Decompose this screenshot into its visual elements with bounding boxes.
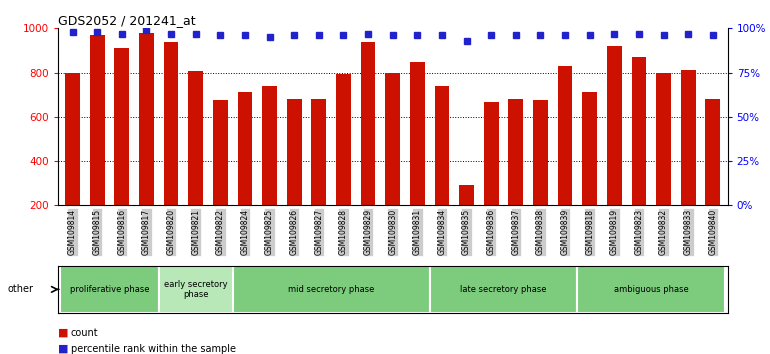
Text: GSM109840: GSM109840 — [708, 209, 718, 255]
Bar — [656, 73, 671, 205]
Bar — [533, 100, 548, 205]
Text: early secretory
phase: early secretory phase — [164, 280, 227, 299]
Text: GSM109826: GSM109826 — [290, 209, 299, 255]
Bar — [213, 100, 228, 205]
Text: GSM109833: GSM109833 — [684, 209, 693, 255]
Bar — [410, 62, 425, 205]
Bar — [631, 57, 646, 205]
Bar — [233, 266, 430, 313]
Bar — [681, 70, 695, 205]
Bar — [607, 46, 621, 205]
Text: mid secretory phase: mid secretory phase — [288, 285, 374, 294]
Text: ambiguous phase: ambiguous phase — [614, 285, 688, 294]
Bar — [578, 266, 725, 313]
Bar — [189, 72, 203, 205]
Text: proliferative phase: proliferative phase — [70, 285, 149, 294]
Bar — [90, 35, 105, 205]
Bar — [65, 73, 80, 205]
Text: GSM109827: GSM109827 — [314, 209, 323, 255]
Text: GSM109839: GSM109839 — [561, 209, 570, 255]
Text: ■: ■ — [58, 344, 69, 354]
Text: GSM109832: GSM109832 — [659, 209, 668, 255]
Text: GSM109837: GSM109837 — [511, 209, 521, 255]
Text: late secretory phase: late secretory phase — [460, 285, 547, 294]
Text: GSM109814: GSM109814 — [68, 209, 77, 255]
Text: GSM109834: GSM109834 — [437, 209, 447, 255]
Text: GSM109823: GSM109823 — [634, 209, 644, 255]
Text: GSM109819: GSM109819 — [610, 209, 619, 255]
Text: GSM109825: GSM109825 — [265, 209, 274, 255]
Bar — [705, 99, 720, 205]
Text: GSM109829: GSM109829 — [363, 209, 373, 255]
Text: GSM109838: GSM109838 — [536, 209, 545, 255]
Text: GDS2052 / 201241_at: GDS2052 / 201241_at — [58, 14, 196, 27]
Bar — [385, 73, 400, 205]
Text: GSM109821: GSM109821 — [191, 209, 200, 255]
Bar — [434, 86, 450, 205]
Bar — [311, 99, 326, 205]
Text: GSM109820: GSM109820 — [166, 209, 176, 255]
Bar — [60, 266, 159, 313]
Text: GSM109817: GSM109817 — [142, 209, 151, 255]
Bar — [582, 92, 597, 205]
Bar — [360, 42, 376, 205]
Text: GSM109815: GSM109815 — [92, 209, 102, 255]
Bar — [484, 102, 499, 205]
Text: GSM109828: GSM109828 — [339, 209, 348, 255]
Bar — [336, 74, 351, 205]
Text: other: other — [8, 284, 34, 295]
Bar — [286, 99, 302, 205]
Text: GSM109818: GSM109818 — [585, 209, 594, 255]
Bar — [508, 99, 524, 205]
Text: GSM109830: GSM109830 — [388, 209, 397, 255]
Bar — [164, 42, 179, 205]
Bar — [459, 185, 474, 205]
Text: GSM109831: GSM109831 — [413, 209, 422, 255]
Text: percentile rank within the sample: percentile rank within the sample — [71, 344, 236, 354]
Text: GSM109822: GSM109822 — [216, 209, 225, 255]
Text: GSM109816: GSM109816 — [117, 209, 126, 255]
Text: ■: ■ — [58, 328, 69, 338]
Text: count: count — [71, 328, 99, 338]
Bar — [159, 266, 233, 313]
Text: GSM109835: GSM109835 — [462, 209, 471, 255]
Bar — [262, 86, 277, 205]
Bar — [557, 66, 572, 205]
Bar — [430, 266, 578, 313]
Text: GSM109836: GSM109836 — [487, 209, 496, 255]
Text: GSM109824: GSM109824 — [240, 209, 249, 255]
Bar — [139, 33, 154, 205]
Bar — [115, 48, 129, 205]
Bar — [237, 92, 253, 205]
